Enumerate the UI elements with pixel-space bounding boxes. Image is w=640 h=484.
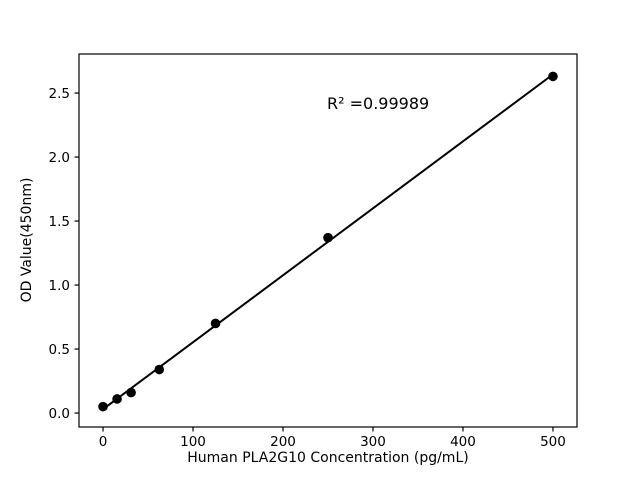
data-point [154, 364, 165, 375]
y-tick-label: 2.0 [49, 150, 70, 166]
y-tick-label: 0.5 [49, 342, 70, 358]
x-tick-label: 200 [270, 434, 296, 450]
y-tick-label: 1.0 [49, 278, 70, 294]
x-tick-label: 500 [540, 434, 566, 450]
y-tick-label: 2.5 [49, 86, 70, 102]
x-tick-label: 300 [360, 434, 386, 450]
x-axis-label: Human PLA2G10 Concentration (pg/mL) [187, 450, 468, 466]
data-point [548, 71, 558, 82]
data-point [112, 394, 122, 404]
y-tick-label: 1.5 [49, 214, 70, 230]
x-tick-label: 100 [180, 434, 206, 450]
data-point [126, 387, 136, 398]
r-squared-annotation: R² =0.99989 [327, 94, 429, 113]
data-point [323, 232, 333, 243]
y-axis: 0.0 0.5 1.0 1.5 2.0 2.5 [49, 86, 79, 422]
data-point [98, 401, 108, 412]
data-point [210, 318, 221, 329]
x-axis: 0 100 200 300 400 500 [99, 427, 566, 450]
x-tick-label: 0 [99, 434, 108, 450]
y-axis-label: OD Value(450nm) [19, 178, 35, 303]
data-points-group [98, 71, 558, 412]
x-tick-label: 400 [450, 434, 476, 450]
y-tick-label: 0.0 [49, 406, 70, 422]
plot-border [78, 53, 578, 428]
